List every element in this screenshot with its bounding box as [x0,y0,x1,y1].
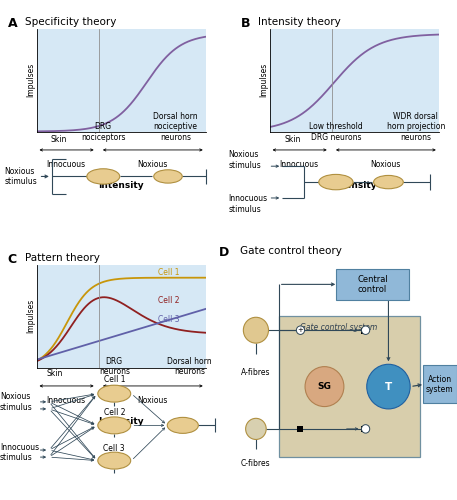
Bar [361,328,367,334]
Y-axis label: Impulses: Impulses [26,299,35,334]
Text: Innocuous: Innocuous [47,396,86,405]
Text: Low threshold
DRG neurons: Low threshold DRG neurons [309,122,363,142]
Text: Central
control: Central control [357,274,388,294]
Text: B: B [241,16,250,30]
Text: DRG
nociceptors: DRG nociceptors [81,122,126,142]
FancyBboxPatch shape [279,316,420,457]
Text: Cell 2: Cell 2 [103,408,125,418]
Text: C-fibres: C-fibres [241,460,271,468]
FancyBboxPatch shape [336,269,409,300]
Text: C: C [8,252,17,266]
Circle shape [296,326,304,334]
FancyBboxPatch shape [423,366,457,403]
Text: Cell 2: Cell 2 [158,296,180,305]
Circle shape [243,318,269,343]
Circle shape [373,176,403,188]
Circle shape [154,170,182,183]
Text: Noxious: Noxious [137,160,168,169]
Text: Noxious
stimulus: Noxious stimulus [0,392,33,411]
Circle shape [87,169,120,184]
Text: D: D [219,246,229,258]
Circle shape [367,364,410,409]
Text: Pattern theory: Pattern theory [25,252,100,262]
Bar [297,426,303,432]
Circle shape [98,385,131,402]
Circle shape [98,452,131,469]
Text: Noxious: Noxious [370,160,401,169]
Text: Dorsal horn
nociceptive
neurons: Dorsal horn nociceptive neurons [154,112,198,142]
Text: Cell 1: Cell 1 [103,376,125,384]
Text: SG: SG [318,382,331,391]
Text: Specificity theory: Specificity theory [25,16,116,26]
Y-axis label: Impulses: Impulses [26,63,35,98]
Text: Intensity: Intensity [98,416,144,426]
Text: A-fibres: A-fibres [241,368,271,377]
Text: Skin: Skin [284,134,301,143]
Text: Intensity: Intensity [331,180,377,190]
Text: Dorsal horn
neurons: Dorsal horn neurons [167,356,212,376]
Text: Intensity: Intensity [98,180,144,190]
Text: Skin: Skin [50,134,67,143]
Text: Gate control theory: Gate control theory [240,246,342,256]
Text: WDR dorsal
horn projection
neurons: WDR dorsal horn projection neurons [387,112,445,142]
Text: Innocuous
stimulus: Innocuous stimulus [0,442,39,462]
Bar [361,426,367,432]
Text: Gate control system: Gate control system [300,323,377,332]
Y-axis label: Impulses: Impulses [259,63,268,98]
Circle shape [246,418,266,440]
Text: Intensity theory: Intensity theory [258,16,340,26]
Circle shape [361,424,370,433]
Text: Noxious
stimulus: Noxious stimulus [228,150,261,170]
Text: Action
system: Action system [426,374,454,394]
Circle shape [167,418,198,434]
Text: Innocuous
stimulus: Innocuous stimulus [228,194,268,214]
Text: Noxious: Noxious [137,396,168,405]
Text: T: T [385,382,392,392]
Text: Innocuous: Innocuous [280,160,319,169]
Circle shape [361,326,370,334]
Circle shape [319,174,353,190]
Circle shape [305,366,344,406]
Text: Innocuous: Innocuous [47,160,86,169]
Text: Cell 1: Cell 1 [158,268,180,277]
Text: Cell 3: Cell 3 [103,444,125,452]
Text: A: A [8,16,17,30]
Circle shape [98,417,131,434]
Text: +: + [298,327,303,333]
Text: Skin: Skin [47,369,63,378]
Text: DRG
neurons: DRG neurons [99,356,130,376]
Text: Cell 3: Cell 3 [158,316,180,324]
Text: Noxious
stimulus: Noxious stimulus [5,167,37,186]
